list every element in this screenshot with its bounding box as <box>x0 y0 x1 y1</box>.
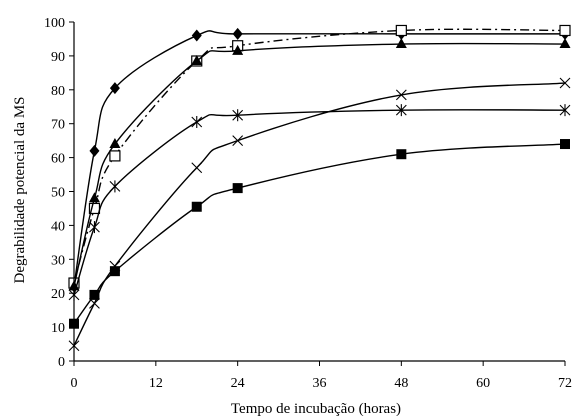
y-tick-label: 100 <box>44 16 65 31</box>
series-5 <box>68 77 571 352</box>
series-line <box>73 42 566 287</box>
cross-stroke <box>395 89 407 101</box>
filled-square-marker <box>232 183 243 194</box>
series-6 <box>69 139 570 329</box>
y-tick-label: 0 <box>58 355 65 370</box>
series-line <box>73 82 566 347</box>
series-4 <box>68 104 571 301</box>
asterisk-marker <box>232 109 244 122</box>
cross-marker <box>232 135 244 147</box>
y-tick-label: 10 <box>51 321 65 336</box>
cross-stroke <box>191 162 203 174</box>
y-tick-label: 70 <box>51 118 65 133</box>
open-square-marker <box>109 150 121 162</box>
triangle-marker <box>88 192 100 203</box>
x-tick-label: 48 <box>394 376 408 391</box>
triangle-marker <box>109 138 121 149</box>
cross-marker <box>191 162 203 174</box>
series-line <box>73 28 566 284</box>
series-line <box>73 30 565 287</box>
filled-square-marker <box>191 201 202 212</box>
y-tick-label: 30 <box>51 253 65 268</box>
y-tick-label: 20 <box>51 287 65 302</box>
y-tick-label: 40 <box>51 219 65 234</box>
triangle-marker <box>559 38 571 49</box>
series-3 <box>68 38 571 291</box>
asterisk-marker <box>89 221 100 234</box>
asterisk-marker <box>191 116 203 129</box>
cross-marker <box>395 89 407 101</box>
x-tick-label: 60 <box>476 376 490 391</box>
diamond-marker <box>89 144 100 157</box>
asterisk-marker <box>395 104 407 117</box>
triangle-marker <box>232 44 244 55</box>
axes-layer: 0 10 20 30 40 50 60 70 80 90 100 0 12 24 36 48 60 72 <box>44 16 572 391</box>
filled-square-marker <box>560 139 570 150</box>
cross-stroke <box>232 135 244 147</box>
filled-square-marker <box>109 266 120 277</box>
x-tick-label: 72 <box>558 376 572 391</box>
asterisk-marker <box>109 180 121 193</box>
diamond-marker <box>191 29 202 42</box>
asterisk-marker <box>559 104 571 117</box>
x-tick-label: 24 <box>231 376 245 391</box>
y-tick-label: 80 <box>51 84 65 99</box>
y-tick-label: 60 <box>51 152 65 167</box>
series-line <box>73 143 566 325</box>
filled-square-marker <box>396 149 407 160</box>
x-axis-title: Tempo de incubação (horas) <box>231 401 401 416</box>
open-square-marker <box>559 24 571 37</box>
y-tick-label: 50 <box>51 186 65 201</box>
x-tick-label: 36 <box>313 376 327 391</box>
filled-square-marker <box>89 289 100 300</box>
triangle-marker <box>191 54 203 65</box>
series-layer <box>68 24 571 352</box>
open-square-marker <box>395 24 407 37</box>
y-axis-title: Degrabilidade potencial da MS <box>12 96 28 283</box>
series-line <box>73 109 566 296</box>
x-tick-label: 12 <box>149 376 163 391</box>
cross-stroke <box>559 77 571 89</box>
y-tick-label: 90 <box>51 50 65 65</box>
x-tick-label: 0 <box>71 376 78 391</box>
diamond-marker <box>109 82 120 95</box>
triangle-marker <box>395 38 407 49</box>
diamond-marker <box>232 27 243 40</box>
cross-stroke <box>89 297 100 309</box>
cross-marker <box>559 77 571 89</box>
